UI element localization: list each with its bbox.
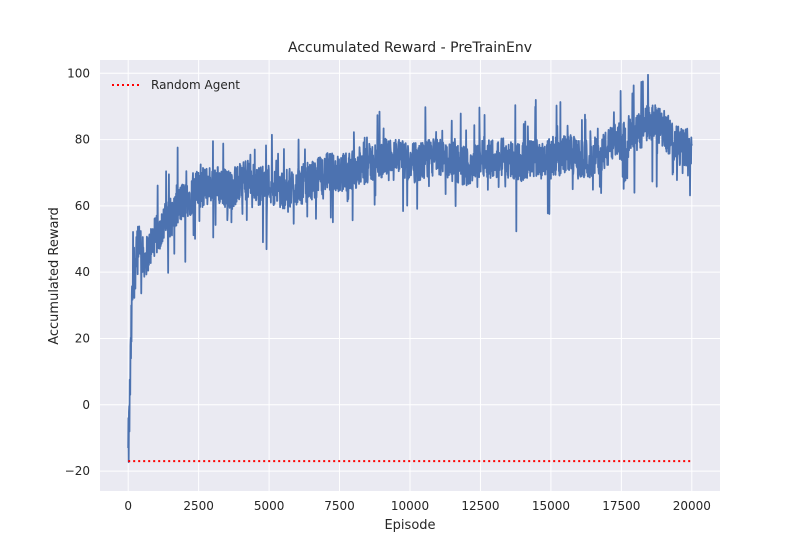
legend-label-random-agent: Random Agent <box>151 78 240 92</box>
x-tick-labels: 0 2500 5000 7500 10000 12500 15000 17500 20000 <box>124 499 711 513</box>
y-tick-label: 40 <box>75 265 90 279</box>
y-tick-label: 80 <box>75 133 90 147</box>
x-tick-label: 5000 <box>254 499 285 513</box>
y-tick-label: 20 <box>75 331 90 345</box>
x-tick-label: 2500 <box>183 499 214 513</box>
x-tick-label: 7500 <box>324 499 355 513</box>
y-tick-label: −20 <box>65 464 90 478</box>
y-tick-label: 100 <box>67 66 90 80</box>
x-tick-label: 15000 <box>532 499 570 513</box>
chart-title: Accumulated Reward - PreTrainEnv <box>288 40 532 56</box>
x-tick-label: 0 <box>124 499 132 513</box>
x-tick-label: 10000 <box>391 499 429 513</box>
x-tick-label: 12500 <box>461 499 499 513</box>
x-tick-label: 20000 <box>673 499 711 513</box>
x-axis-label: Episode <box>384 518 435 533</box>
series-line-accumulated-reward <box>127 73 693 463</box>
legend: Random Agent <box>112 78 240 92</box>
x-tick-label: 17500 <box>602 499 640 513</box>
y-tick-labels: −20 0 20 40 60 80 100 <box>65 66 90 478</box>
y-axis-label: Accumulated Reward <box>47 207 62 345</box>
y-tick-label: 60 <box>75 199 90 213</box>
series-layer <box>127 73 693 463</box>
y-tick-label: 0 <box>82 398 90 412</box>
